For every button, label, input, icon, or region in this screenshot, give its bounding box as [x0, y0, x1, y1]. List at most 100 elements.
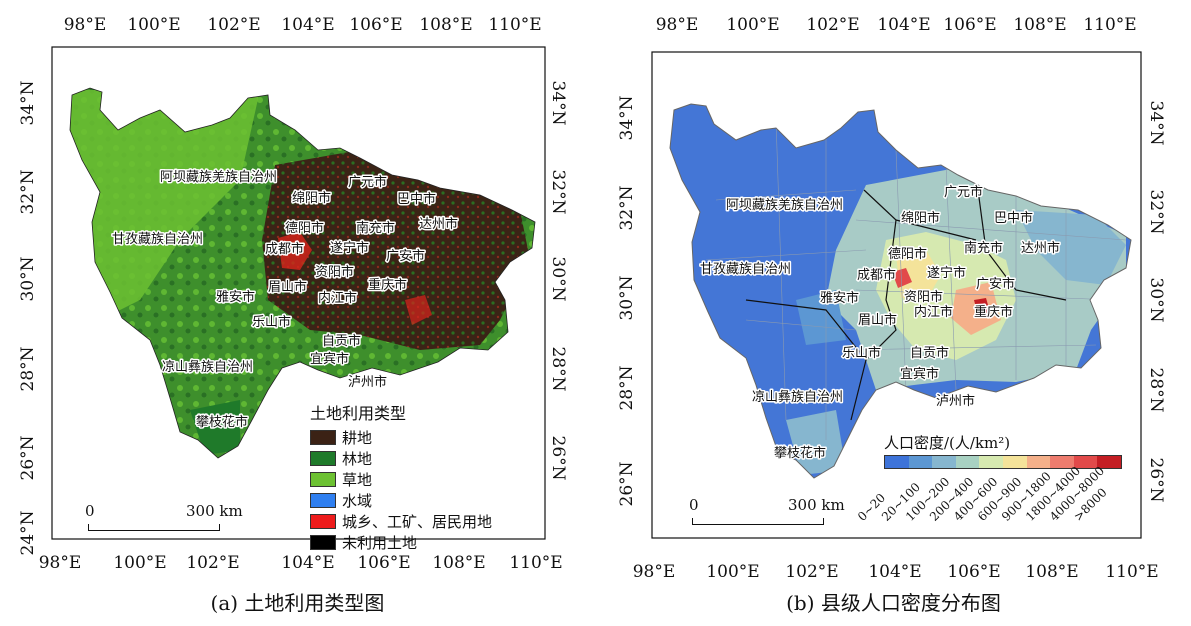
tick-label: 100°E	[113, 553, 166, 573]
tick-label: 108°E	[432, 553, 485, 573]
scale-zero: 0	[85, 502, 95, 520]
tick-label: 34°N	[18, 80, 38, 125]
sichuan-outline	[69, 87, 536, 459]
scale-line	[88, 524, 220, 531]
tick-label: 34°N	[548, 80, 568, 125]
city-label: 甘孜藏族自治州	[700, 261, 791, 277]
scale-zero: 0	[689, 496, 699, 514]
right-axis: 34°N 32°N 30°N 28°N 26°N	[1146, 100, 1166, 502]
density-legend: 人口密度/(人/km²) 0~20 20~100 100~200 200~400…	[855, 432, 1134, 549]
city-label: 攀枝花市	[196, 414, 248, 430]
scale-line	[692, 518, 824, 525]
tick-label: 104°E	[281, 15, 334, 35]
city-label: 成都市	[265, 241, 304, 257]
city-label: 巴中市	[994, 210, 1033, 226]
tick-label: 100°E	[127, 15, 180, 35]
tick-label: 110°E	[1105, 562, 1158, 582]
tick-label: 32°N	[548, 169, 568, 214]
legend-swatch	[310, 430, 336, 445]
scale-end: 300 km	[788, 496, 845, 514]
city-label: 自贡市	[322, 333, 361, 349]
city-label: 广元市	[944, 184, 983, 200]
city-label: 遂宁市	[927, 265, 966, 281]
tick-label: 30°N	[548, 256, 568, 301]
tick-label: 110°E	[488, 15, 541, 35]
city-label: 凉山彝族自治州	[752, 389, 843, 405]
tick-label: 110°E	[509, 553, 562, 573]
city-label: 眉山市	[268, 279, 307, 295]
tick-label: 106°E	[943, 15, 996, 35]
city-label: 巴中市	[397, 191, 436, 207]
prefecture-boundaries	[745, 174, 1067, 421]
bottom-axis: 98°E 100°E 102°E 104°E 106°E 108°E 110°E	[39, 553, 563, 573]
tick-label: 28°N	[18, 346, 38, 391]
legend-swatch	[908, 456, 933, 468]
legend-swatch	[979, 456, 1003, 468]
legend-swatch	[310, 493, 336, 508]
legend-title: 人口密度/(人/km²)	[884, 434, 1011, 452]
legend-swatch	[932, 456, 956, 468]
city-label: 绵阳市	[292, 190, 331, 206]
tick-label: 28°N	[1146, 367, 1166, 412]
tick-label: 30°N	[617, 275, 637, 320]
tick-label: 98°E	[656, 15, 699, 35]
tick-label: 26°N	[617, 461, 637, 506]
sichuan-outline	[669, 103, 1132, 479]
city-label: 阿坝藏族羌族自治州	[160, 169, 277, 185]
legend-item: 水域	[310, 490, 570, 511]
tick-label: 32°N	[617, 185, 637, 230]
legend-label: 林地	[342, 450, 373, 468]
city-label: 资阳市	[904, 289, 943, 305]
legend-swatch	[1026, 456, 1051, 468]
tick-label: 34°N	[1146, 100, 1166, 145]
land-use-map-panel: 98°E 100°E 102°E 104°E 106°E 108°E 110°E…	[0, 0, 595, 622]
legend-swatch	[310, 514, 336, 529]
tick-label: 104°E	[868, 562, 921, 582]
legend-swatch	[310, 451, 336, 466]
tick-label: 106°E	[349, 15, 402, 35]
city-label: 德阳市	[888, 246, 927, 262]
land-use-map-svg: 98°E 100°E 102°E 104°E 106°E 108°E 110°E…	[18, 15, 568, 573]
city-label: 绵阳市	[901, 210, 940, 226]
city-label: 乐山市	[842, 345, 881, 361]
top-axis: 98°E 100°E 102°E 104°E 106°E 108°E 110°E	[64, 15, 542, 35]
tick-label: 108°E	[419, 15, 472, 35]
city-label: 攀枝花市	[774, 445, 826, 461]
legend-item: 耕地	[310, 427, 570, 448]
tick-label: 108°E	[1013, 15, 1066, 35]
city-label: 重庆市	[974, 304, 1013, 320]
right-axis: 34°N 32°N 30°N 28°N 26°N	[548, 80, 568, 480]
legend-label: 草地	[342, 471, 373, 489]
city-label: 宜宾市	[900, 366, 939, 382]
city-label: 内江市	[318, 290, 357, 306]
legend-labels: 0~20 20~100 100~200 200~400 400~600 600~…	[855, 464, 1134, 549]
legend-swatch	[1097, 456, 1121, 468]
tick-label: 28°N	[617, 365, 637, 410]
legend-swatch	[885, 456, 909, 468]
tick-label: 110°E	[1083, 15, 1136, 35]
tick-label: 32°N	[18, 169, 38, 214]
tick-label: 100°E	[706, 562, 759, 582]
left-axis: 34°N 32°N 30°N 28°N 26°N	[617, 95, 637, 506]
city-label: 甘孜藏族自治州	[112, 231, 203, 247]
tick-label: 102°E	[207, 15, 260, 35]
city-label: 成都市	[857, 267, 896, 283]
legend-swatch	[310, 535, 336, 550]
tick-label: 104°E	[877, 15, 930, 35]
tick-label: 34°N	[617, 95, 637, 140]
city-label: 宜宾市	[310, 351, 349, 367]
scale-bar: 0 300 km	[85, 502, 268, 542]
tick-label: 98°E	[39, 553, 82, 573]
tick-label: 100°E	[726, 15, 779, 35]
city-label: 眉山市	[858, 312, 897, 328]
scale-end: 300 km	[186, 502, 243, 520]
tick-label: 98°E	[633, 562, 676, 582]
legend-swatch	[1002, 456, 1027, 468]
tick-label: 30°N	[1146, 277, 1166, 322]
legend-item: 未利用土地	[310, 532, 570, 553]
city-label: 遂宁市	[330, 240, 369, 256]
city-labels: 阿坝藏族羌族自治州 广元市 绵阳市 巴中市 德阳市 南充市 达州市 甘孜藏族自治…	[699, 183, 1062, 463]
legend-label: 未利用土地	[342, 534, 418, 552]
city-label: 阿坝藏族羌族自治州	[726, 197, 843, 213]
city-labels: 阿坝藏族羌族自治州 广元市 绵阳市 巴中市 德阳市 南充市 达州市 甘孜藏族自治…	[111, 168, 460, 432]
